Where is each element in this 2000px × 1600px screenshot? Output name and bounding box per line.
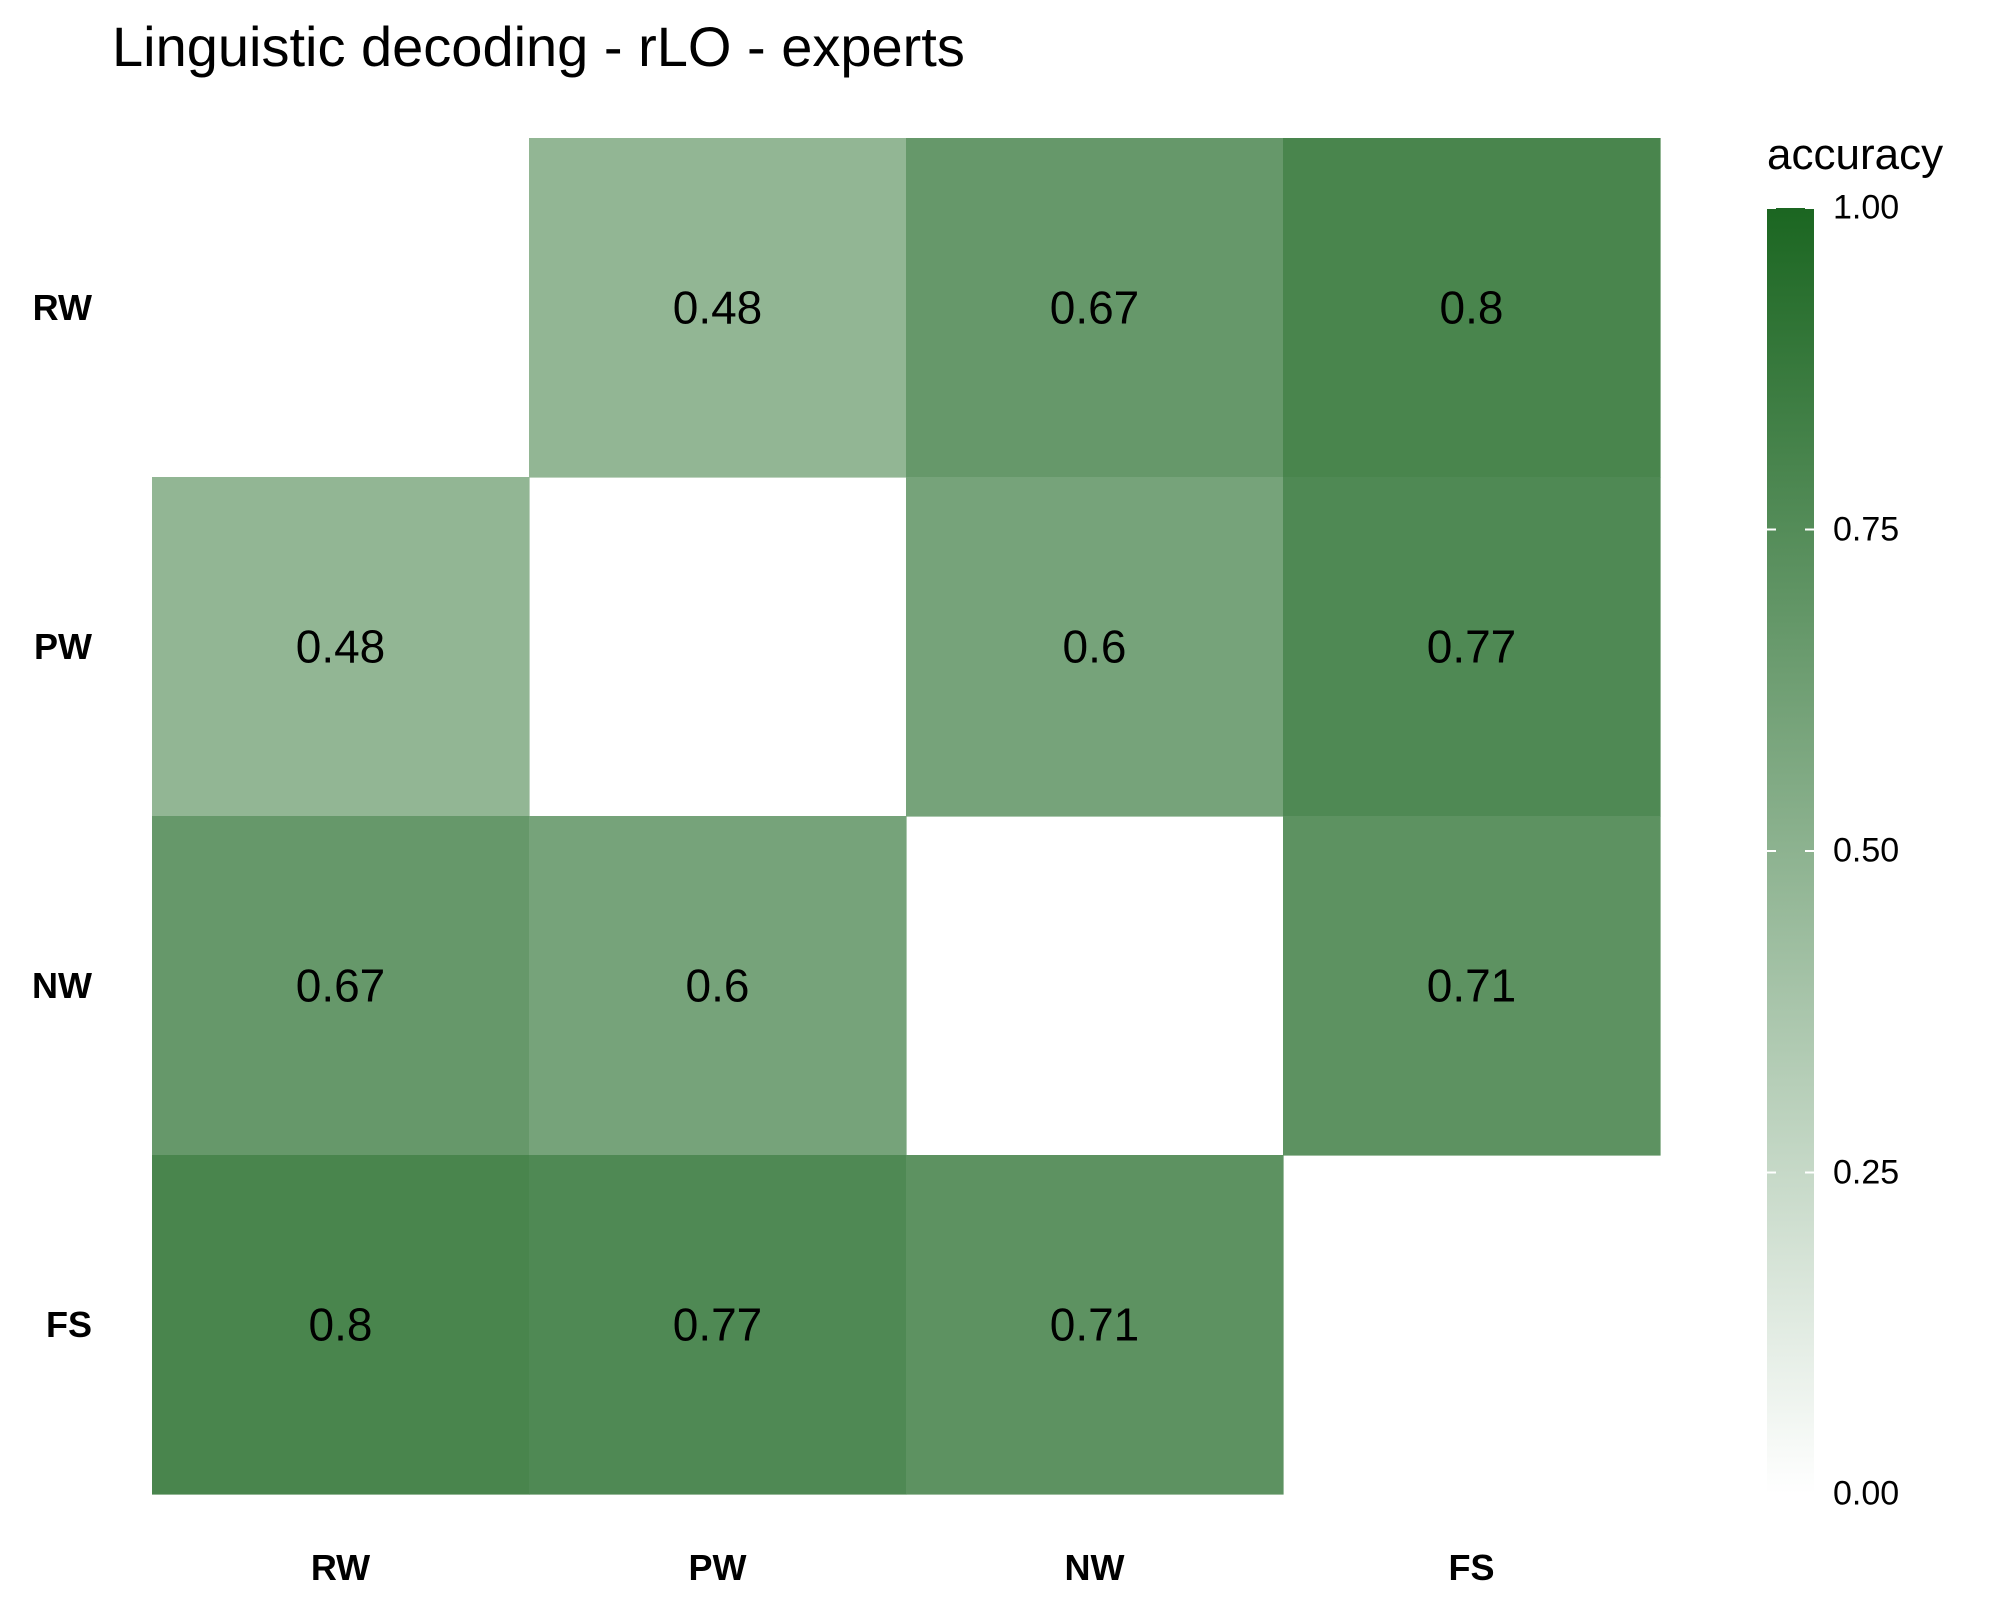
cell-value-label: 0.8 — [1440, 282, 1504, 334]
colorbar-tick-label: 0.25 — [1833, 1153, 1900, 1191]
y-tick-label-RW: RW — [33, 287, 92, 328]
cell-value-label: 0.67 — [1050, 282, 1140, 334]
heatmap-cell-FS-NW — [906, 1155, 1284, 1495]
x-tick-label-FS: FS — [1448, 1547, 1494, 1588]
heatmap-cell-RW-FS — [1283, 138, 1661, 478]
x-tick-label-PW: PW — [689, 1547, 747, 1588]
colorbar-tick-label: 0.75 — [1833, 510, 1900, 548]
cell-value-label: 0.48 — [296, 621, 386, 673]
colorbar-tick-label: 1.00 — [1833, 188, 1900, 227]
cell-value-label: 0.77 — [673, 1299, 763, 1351]
cell-value-label: 0.71 — [1050, 1299, 1140, 1351]
legend-title: accuracy — [1767, 130, 1944, 179]
heatmap-cell-FS-RW — [152, 1155, 530, 1495]
heatmap-cell-PW-RW — [152, 477, 530, 817]
heatmap-cell-NW-RW — [152, 816, 530, 1156]
heatmap-cell-PW-FS — [1283, 477, 1661, 817]
y-tick-label-FS: FS — [46, 1304, 92, 1345]
cell-value-label: 0.67 — [296, 960, 386, 1012]
cell-value-label: 0.6 — [686, 960, 750, 1012]
cell-value-label: 0.71 — [1427, 960, 1517, 1012]
heatmap-cell-RW-PW — [529, 138, 907, 478]
heatmap-cell-RW-NW — [906, 138, 1284, 478]
cell-value-label: 0.6 — [1063, 621, 1127, 673]
x-tick-label-NW: NW — [1065, 1547, 1125, 1588]
heatmap-cell-NW-FS — [1283, 816, 1661, 1156]
x-tick-label-RW: RW — [311, 1547, 370, 1588]
chart-title: Linguistic decoding - rLO - experts — [112, 15, 965, 78]
heatmap-cell-NW-PW — [529, 816, 907, 1156]
colorbar-tick-label: 0.00 — [1833, 1474, 1900, 1513]
heatmap-cells: 0.48 0.67 0.8 0.48 0.6 0.77 0.67 0.6 0.71 0.8 0.77… — [152, 138, 1661, 1495]
colorbar-ticks — [1767, 207, 1814, 1495]
y-tick-label-PW: PW — [34, 626, 92, 667]
cell-value-label: 0.8 — [309, 1299, 373, 1351]
heatmap-cell-FS-PW — [529, 1155, 907, 1495]
y-tick-label-NW: NW — [32, 965, 92, 1006]
cell-value-label: 0.77 — [1427, 621, 1517, 673]
cell-value-label: 0.48 — [673, 282, 763, 334]
heatmap-cell-PW-NW — [906, 477, 1284, 817]
heatmap-axes: RW PW NW FS RW PW NW FS — [32, 287, 1494, 1588]
colorbar-tick-label: 0.50 — [1833, 831, 1900, 870]
